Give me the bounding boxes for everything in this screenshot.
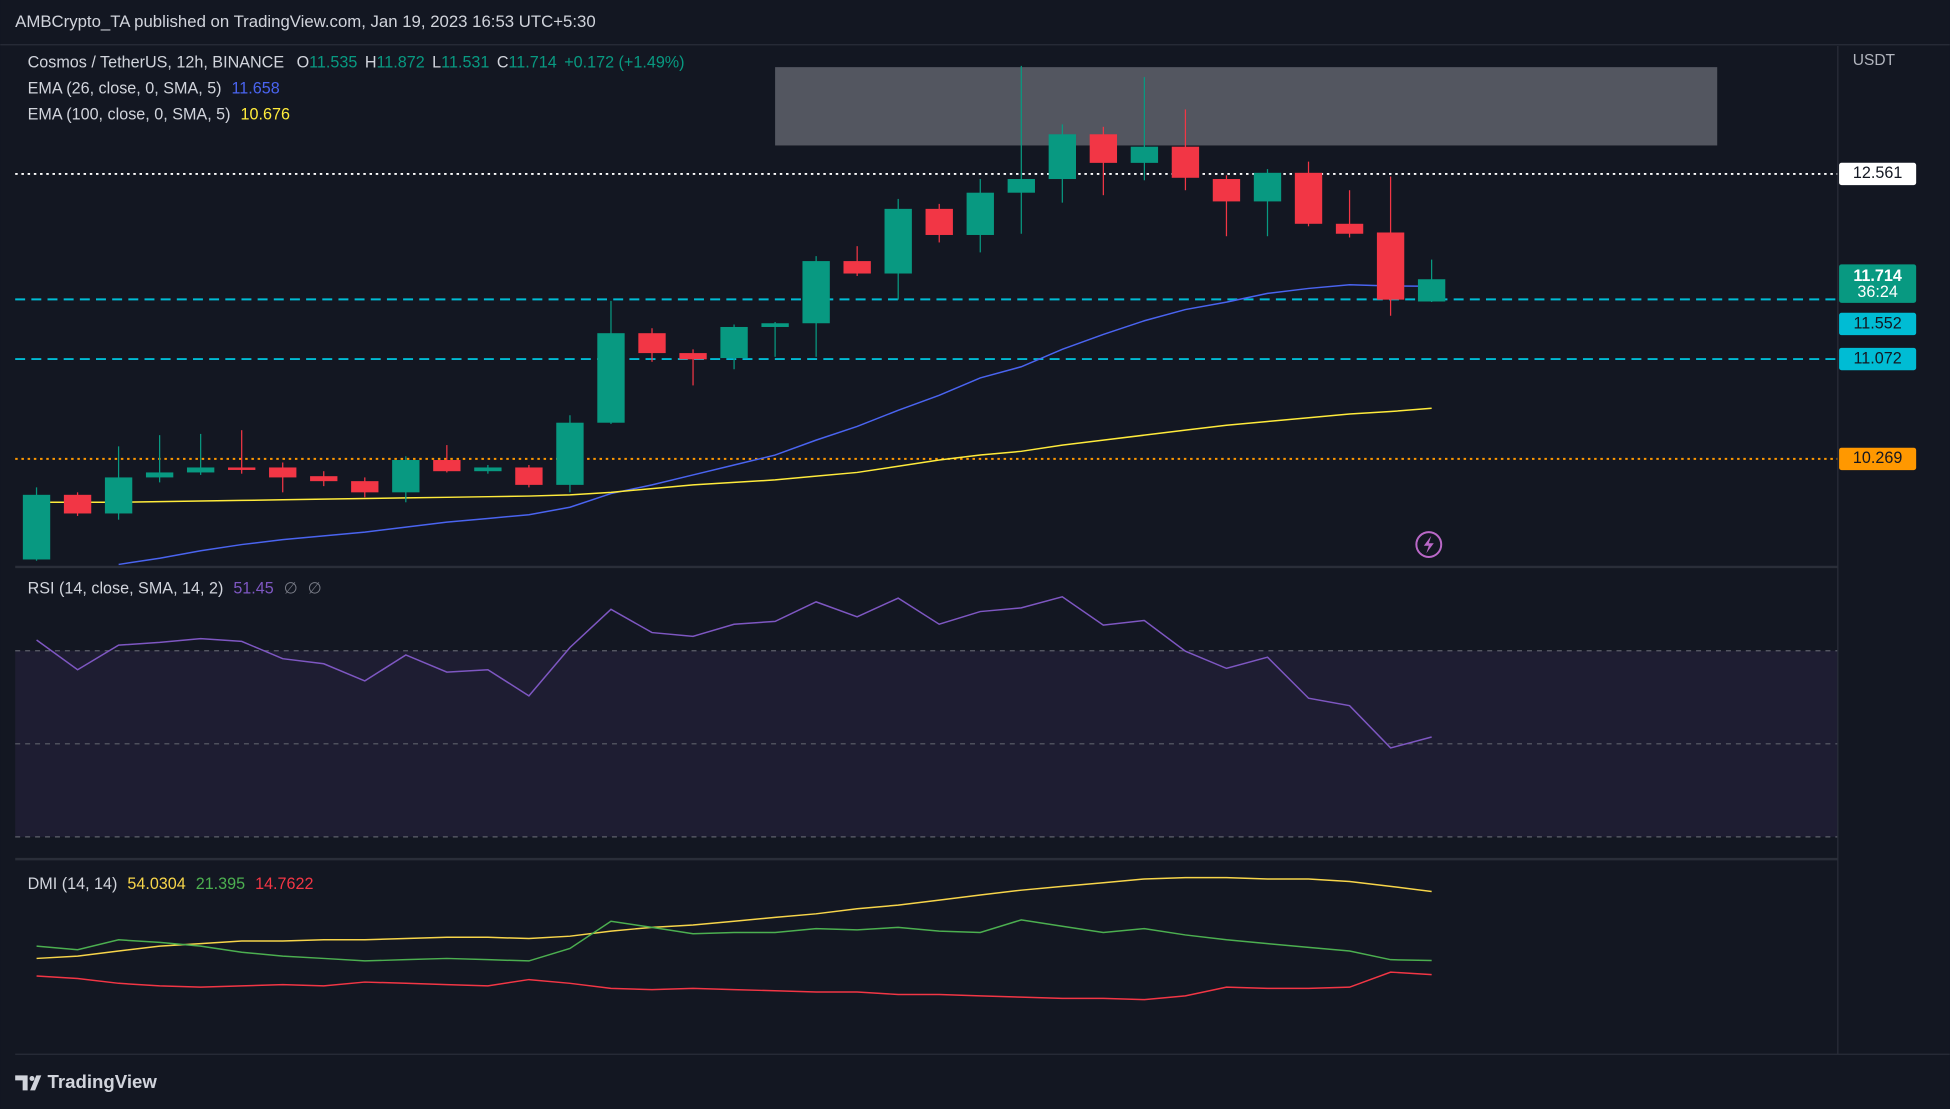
- header: AMBCrypto_TA published on TradingView.co…: [15, 12, 595, 31]
- dmi-legend: DMI (14, 14) 54.0304 21.395 14.7622: [28, 875, 314, 893]
- candle-body: [1130, 146, 1159, 163]
- candle-body: [843, 261, 871, 274]
- dmi-value: 54.0304: [127, 875, 185, 893]
- candle-body: [1294, 172, 1323, 224]
- candle-body: [1212, 179, 1241, 202]
- ohlc-letter: L: [432, 54, 441, 72]
- last-price-badge: [1839, 264, 1917, 303]
- ema-legend: EMA (100, close, 0, SMA, 5) 10.676: [28, 106, 290, 124]
- level-label: 10.269: [1853, 449, 1902, 467]
- candle-body: [474, 467, 502, 472]
- candle-body: [1007, 179, 1035, 193]
- series-line: [118, 283, 1432, 566]
- ohlc-letter: H: [365, 54, 377, 72]
- ema-value: 10.676: [241, 106, 290, 124]
- candle-body: [638, 333, 666, 354]
- candle-body: [433, 460, 461, 472]
- candle-body: [228, 467, 256, 470]
- level-badge: [1839, 312, 1917, 336]
- series-line: [36, 919, 1432, 962]
- main-legend: Cosmos / TetherUS, 12h, BINANCE O11.535 H1…: [28, 54, 685, 72]
- rsi-value: 51.45: [233, 580, 273, 598]
- candle-body: [515, 467, 543, 485]
- candle-body: [145, 472, 174, 478]
- candle-body: [1417, 279, 1446, 302]
- candle-body: [351, 481, 379, 493]
- plot: [15, 65, 1838, 1001]
- zone: [775, 67, 1718, 146]
- level-badge: [1839, 447, 1917, 471]
- ema-value: 11.658: [232, 80, 280, 98]
- candle-body: [1335, 223, 1364, 234]
- ema-name: EMA (26, close, 0, SMA, 5): [28, 80, 222, 98]
- candle-body: [1048, 134, 1077, 180]
- candle-body: [925, 208, 953, 235]
- alert-icon: [1415, 531, 1443, 558]
- ema-legend: EMA (26, close, 0, SMA, 5) 11.658: [28, 80, 280, 98]
- candle-body: [269, 467, 297, 478]
- dmi-value: 21.395: [196, 875, 245, 893]
- level-label: 11.552: [1854, 314, 1902, 332]
- candle-body: [966, 192, 994, 235]
- ohlc-value: 11.714: [509, 54, 557, 72]
- footer: TradingView: [48, 1071, 158, 1092]
- level-badge: [1839, 347, 1917, 371]
- logo: [15, 1075, 42, 1091]
- series-line: [36, 971, 1432, 1001]
- level-badge: [1839, 162, 1917, 186]
- rsi-extra: ∅: [308, 580, 322, 598]
- candle-body: [310, 476, 338, 482]
- candle-body: [720, 326, 748, 359]
- level-label: 11.072: [1854, 349, 1902, 367]
- candle-body: [761, 323, 789, 327]
- change: +0.172 (+1.49%): [564, 54, 684, 72]
- countdown: 36:24: [1857, 283, 1897, 301]
- rsi-name: RSI (14, close, SMA, 14, 2): [28, 580, 224, 598]
- candle-body: [802, 261, 830, 324]
- candle-body: [679, 353, 707, 360]
- symbol: Cosmos / TetherUS, 12h, BINANCE: [28, 54, 285, 72]
- series-line: [36, 407, 1432, 504]
- dmi-name: DMI (14, 14): [28, 875, 118, 893]
- candle-body: [22, 494, 51, 560]
- series-line: [36, 595, 1432, 749]
- last-price-label: 11.714: [1853, 267, 1902, 285]
- band: [15, 650, 1838, 837]
- candle-body: [1089, 134, 1118, 163]
- ohlc-letter: C: [497, 54, 509, 72]
- candle-body: [597, 333, 625, 423]
- ema-name: EMA (100, close, 0, SMA, 5): [28, 106, 231, 124]
- level-label: 12.561: [1853, 164, 1902, 182]
- candle-body: [1253, 172, 1282, 202]
- ohlc-value: 11.531: [441, 54, 489, 72]
- candle-body: [186, 467, 215, 473]
- ohlc-value: 11.535: [309, 54, 357, 72]
- candle-body: [104, 477, 133, 514]
- candle-body: [556, 422, 584, 485]
- candle-body: [392, 460, 420, 493]
- ohlc-letter: O: [297, 54, 310, 72]
- candle-body: [1376, 232, 1405, 300]
- candle-body: [63, 494, 92, 514]
- rsi-legend: RSI (14, close, SMA, 14, 2) 51.45 ∅ ∅: [28, 580, 322, 598]
- ohlc-value: 11.872: [377, 54, 425, 72]
- candle-body: [1171, 146, 1200, 178]
- candle-body: [884, 208, 912, 274]
- rsi-extra: ∅: [284, 580, 298, 598]
- series-line: [36, 876, 1432, 960]
- axis-unit: USDT: [1853, 52, 1896, 69]
- dmi-value: 14.7622: [255, 875, 313, 893]
